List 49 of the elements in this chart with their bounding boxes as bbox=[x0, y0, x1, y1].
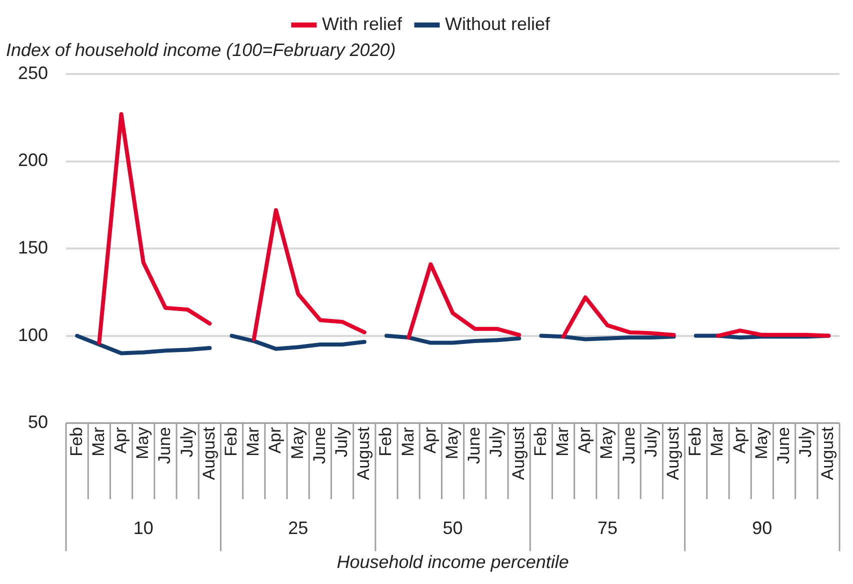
x-tick-label: May bbox=[442, 426, 462, 460]
x-tick-label: August bbox=[508, 426, 528, 480]
x-tick-label: Mar bbox=[552, 426, 572, 456]
x-tick-label: June bbox=[310, 427, 329, 464]
x-tick-label: June bbox=[464, 427, 484, 464]
x-tick-label: July bbox=[177, 426, 196, 458]
x-tick-label: May bbox=[597, 426, 616, 460]
x-tick-label: June bbox=[774, 427, 793, 464]
x-tick-label: Feb bbox=[686, 427, 705, 456]
x-tick-label: August bbox=[818, 426, 838, 480]
x-tick-label: Feb bbox=[530, 427, 550, 456]
y-tick-label: 150 bbox=[18, 238, 48, 258]
x-tick-label: August bbox=[199, 426, 218, 480]
x-tick-label: Mar bbox=[398, 426, 418, 456]
x-tick-label: Apr bbox=[575, 426, 594, 454]
text: 25 bbox=[288, 518, 308, 538]
x-tick-label: July bbox=[641, 426, 660, 458]
x-tick-label: Mar bbox=[88, 426, 108, 456]
x-tick-label: July bbox=[486, 426, 506, 458]
x-tick-label: Feb bbox=[66, 427, 86, 456]
x-tick-label: August bbox=[663, 426, 682, 480]
x-tick-label: August bbox=[354, 426, 374, 480]
x-tick-label: Feb bbox=[221, 427, 240, 456]
x-tick-label: May bbox=[752, 426, 771, 460]
text: 10 bbox=[133, 518, 154, 538]
x-tick-label: July bbox=[796, 426, 816, 458]
text: 90 bbox=[752, 518, 772, 538]
y-tick-label: 100 bbox=[18, 324, 48, 345]
x-tick-label: Apr bbox=[266, 426, 285, 454]
x-tick-label: Apr bbox=[110, 426, 130, 454]
y-axis-title: Index of household income (100=February 2020) bbox=[6, 40, 396, 60]
text: 75 bbox=[597, 518, 618, 538]
x-tick-label: Apr bbox=[730, 426, 749, 454]
x-tick-label: Mar bbox=[708, 426, 727, 456]
x-tick-label: June bbox=[619, 427, 638, 464]
legend-label: Without relief bbox=[444, 14, 552, 34]
x-tick-label: Mar bbox=[244, 426, 263, 456]
x-tick-label: Apr bbox=[420, 426, 440, 454]
y-tick-label: 50 bbox=[28, 412, 48, 432]
x-tick-label: June bbox=[155, 427, 174, 464]
x-tick-label: Feb bbox=[376, 427, 396, 456]
x-axis-title: Household income percentile bbox=[336, 552, 569, 572]
y-tick-label: 250 bbox=[18, 62, 48, 83]
y-tick-label: 200 bbox=[18, 150, 48, 170]
x-tick-label: July bbox=[332, 426, 351, 458]
legend-label: With relief bbox=[322, 14, 403, 34]
x-tick-label: May bbox=[288, 426, 307, 460]
x-tick-label: May bbox=[133, 426, 152, 460]
text: 50 bbox=[442, 518, 463, 538]
